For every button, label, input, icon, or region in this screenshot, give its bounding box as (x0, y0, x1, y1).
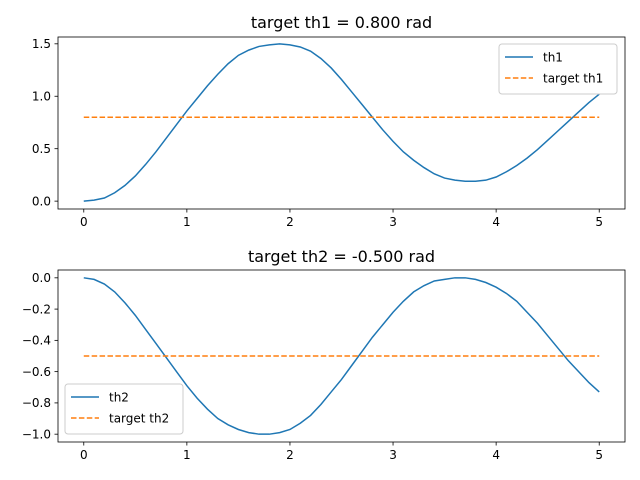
x-axis-th1: 0 1 2 3 4 5 (80, 209, 603, 229)
y-tick-label: −1.0 (22, 427, 51, 441)
y-tick-label: −0.6 (22, 365, 51, 379)
plot-area-th1 (83, 43, 600, 202)
subplot-th2: target th2 = -0.500 rad 0 1 2 3 4 5 0.0 −0.2 −0… (22, 247, 626, 462)
x-tick-label: 3 (389, 215, 397, 229)
x-tick-label: 0 (80, 215, 88, 229)
subplot-th1: target th1 = 0.800 rad 0 1 2 3 4 5 0.0 0.5 1.0 1… (32, 13, 626, 229)
legend-th1: th1 target th1 (498, 43, 618, 95)
series-line-th2 (83, 277, 600, 435)
y-tick-label: −0.8 (22, 396, 51, 410)
axes-frame-th2 (57, 269, 626, 443)
y-tick-label: 1.5 (32, 37, 51, 51)
y-tick-label: −0.4 (22, 334, 51, 348)
series-line-th1 (83, 43, 600, 202)
y-axis-th1: 0.0 0.5 1.0 1.5 (32, 37, 58, 208)
y-axis-th2: 0.0 −0.2 −0.4 −0.6 −0.8 −1.0 (22, 271, 58, 441)
chart-title-th2: target th2 = -0.500 rad (248, 247, 435, 266)
x-axis-th2: 0 1 2 3 4 5 (80, 442, 603, 462)
legend-th2: th2 target th2 (64, 383, 184, 435)
axes-frame-th1 (57, 36, 626, 210)
chart-title-th1: target th1 = 0.800 rad (251, 13, 432, 32)
legend-label: target th1 (543, 71, 603, 85)
legend-label: target th2 (109, 411, 169, 425)
x-tick-label: 1 (183, 448, 191, 462)
x-tick-label: 1 (183, 215, 191, 229)
x-tick-label: 2 (286, 215, 294, 229)
x-tick-label: 3 (389, 448, 397, 462)
y-tick-label: 0.5 (32, 142, 51, 156)
x-tick-label: 5 (595, 215, 603, 229)
legend-label: th1 (543, 50, 563, 64)
legend-label: th2 (109, 390, 129, 404)
x-tick-label: 0 (80, 448, 88, 462)
y-tick-label: 1.0 (32, 90, 51, 104)
plot-area-th2 (83, 277, 600, 435)
y-tick-label: 0.0 (32, 194, 51, 208)
x-tick-label: 5 (595, 448, 603, 462)
x-tick-label: 4 (492, 215, 500, 229)
y-tick-label: 0.0 (32, 271, 51, 285)
x-tick-label: 4 (492, 448, 500, 462)
x-tick-label: 2 (286, 448, 294, 462)
y-tick-label: −0.2 (22, 302, 51, 316)
